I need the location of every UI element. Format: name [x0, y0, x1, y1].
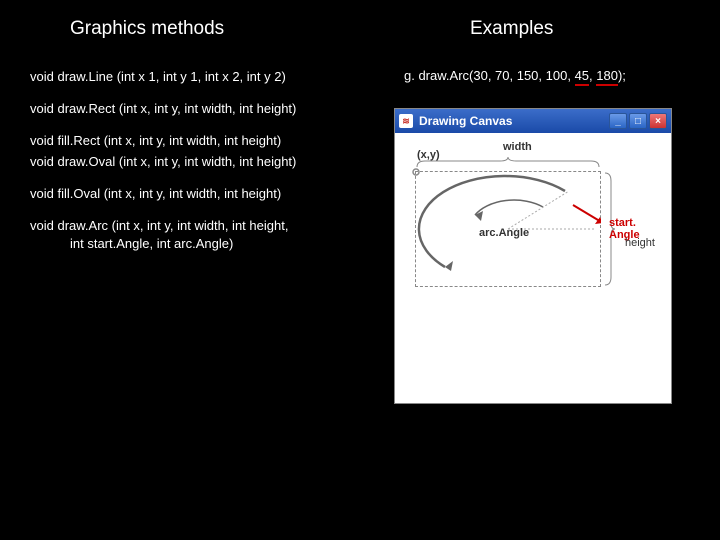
right-column: Examples g. draw.Arc(30, 70, 150, 100, 4…: [390, 18, 700, 101]
maximize-button[interactable]: □: [629, 113, 647, 129]
method-line-multiline: void draw.Arc (int x, int y, int width, …: [30, 217, 360, 253]
method-multiline-1: void draw.Arc (int x, int y, int width, …: [30, 218, 288, 233]
left-title: Graphics methods: [30, 18, 360, 40]
window-title: Drawing Canvas: [419, 114, 607, 128]
method-line: void fill.Oval (int x, int y, int width,…: [30, 185, 360, 203]
java-icon: ≋: [399, 114, 413, 128]
left-column: Graphics methods void draw.Line (int x 1…: [30, 18, 360, 267]
close-button[interactable]: ×: [649, 113, 667, 129]
arc-diagram: (x,y) width start. Angle height arc.Angl…: [415, 171, 601, 287]
slide: Graphics methods void draw.Line (int x 1…: [0, 0, 720, 540]
canvas-area: (x,y) width start. Angle height arc.Angl…: [395, 133, 671, 403]
label-xy: (x,y): [417, 149, 440, 161]
minimize-button[interactable]: _: [609, 113, 627, 129]
example-underline-1: 45: [575, 68, 589, 86]
method-line: void draw.Oval (int x, int y, int width,…: [30, 153, 360, 171]
drawing-window: ≋ Drawing Canvas _ □ ×: [394, 108, 672, 404]
example-code: g. draw.Arc(30, 70, 150, 100, 45, 180);: [390, 68, 700, 83]
label-height: height: [625, 237, 655, 249]
width-brace: [415, 157, 601, 171]
right-title: Examples: [390, 18, 700, 40]
method-line: void draw.Line (int x 1, int y 1, int x …: [30, 68, 360, 86]
example-underline-2: 180: [596, 68, 618, 86]
label-width: width: [503, 141, 532, 153]
label-arcangle: arc.Angle: [479, 227, 529, 239]
example-prefix: g. draw.Arc(30, 70, 150, 100,: [404, 68, 575, 83]
method-multiline-2: int start.Angle, int arc.Angle): [30, 235, 360, 253]
titlebar: ≋ Drawing Canvas _ □ ×: [395, 109, 671, 133]
method-line: void fill.Rect (int x, int y, int width,…: [30, 132, 360, 150]
method-line: void draw.Rect (int x, int y, int width,…: [30, 100, 360, 118]
xy-dot: [411, 167, 421, 177]
example-suffix: );: [618, 68, 626, 83]
